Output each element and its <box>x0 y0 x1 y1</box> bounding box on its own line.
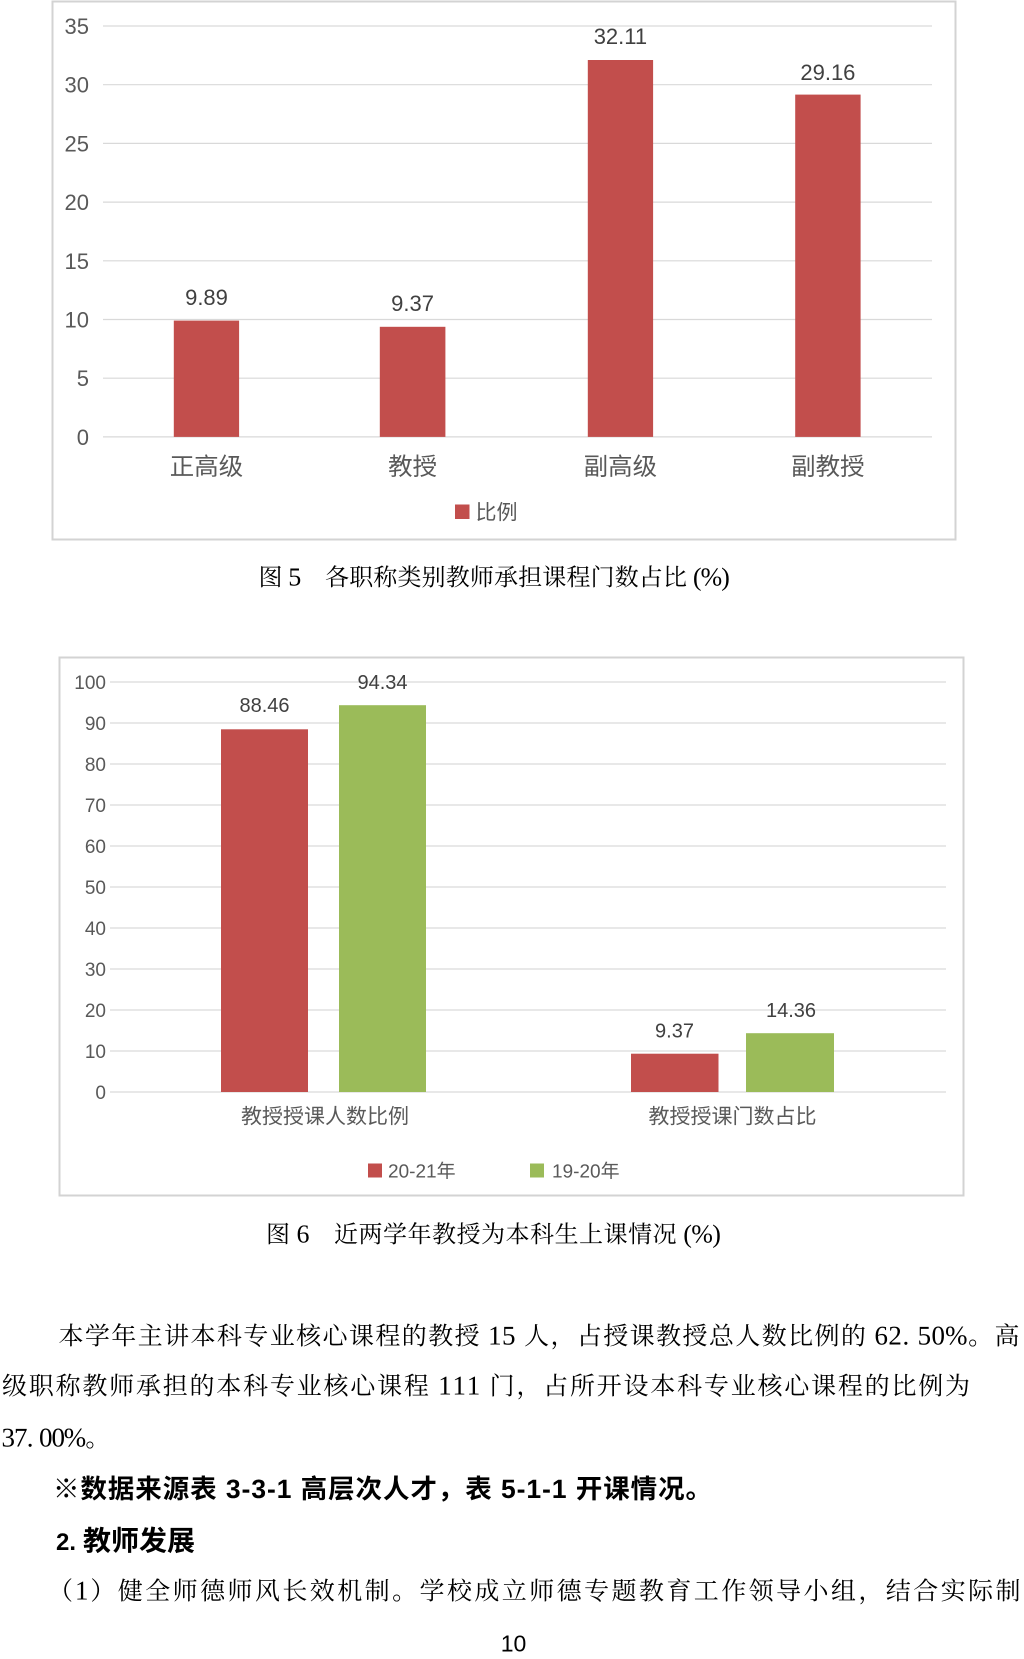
svg-text:10: 10 <box>85 1042 106 1063</box>
svg-text:0: 0 <box>95 1083 106 1104</box>
svg-text:70: 70 <box>85 796 106 817</box>
svg-text:0: 0 <box>77 425 89 450</box>
svg-text:80: 80 <box>85 755 106 776</box>
svg-text:40: 40 <box>85 919 106 940</box>
svg-text:30: 30 <box>85 960 106 981</box>
svg-text:25: 25 <box>65 131 89 156</box>
svg-text:90: 90 <box>85 714 106 735</box>
svg-text:15: 15 <box>65 249 89 274</box>
svg-text:14.36: 14.36 <box>766 1000 816 1022</box>
svg-text:32.11: 32.11 <box>594 24 647 49</box>
svg-text:100: 100 <box>74 673 106 694</box>
svg-text:9.89: 9.89 <box>185 285 228 310</box>
svg-text:88.46: 88.46 <box>239 695 289 717</box>
svg-text:5: 5 <box>77 366 89 391</box>
svg-text:20: 20 <box>65 190 89 215</box>
svg-text:10: 10 <box>65 308 89 333</box>
svg-text:9.37: 9.37 <box>391 291 434 316</box>
svg-text:30: 30 <box>65 73 89 98</box>
svg-text:29.16: 29.16 <box>800 60 855 85</box>
svg-text:9.37: 9.37 <box>655 1021 694 1043</box>
svg-text:35: 35 <box>65 14 89 39</box>
svg-text:20: 20 <box>85 1001 106 1022</box>
svg-text:10: 10 <box>501 1631 527 1657</box>
svg-text:60: 60 <box>85 837 106 858</box>
svg-text:94.34: 94.34 <box>357 672 407 694</box>
svg-text:50: 50 <box>85 878 106 899</box>
